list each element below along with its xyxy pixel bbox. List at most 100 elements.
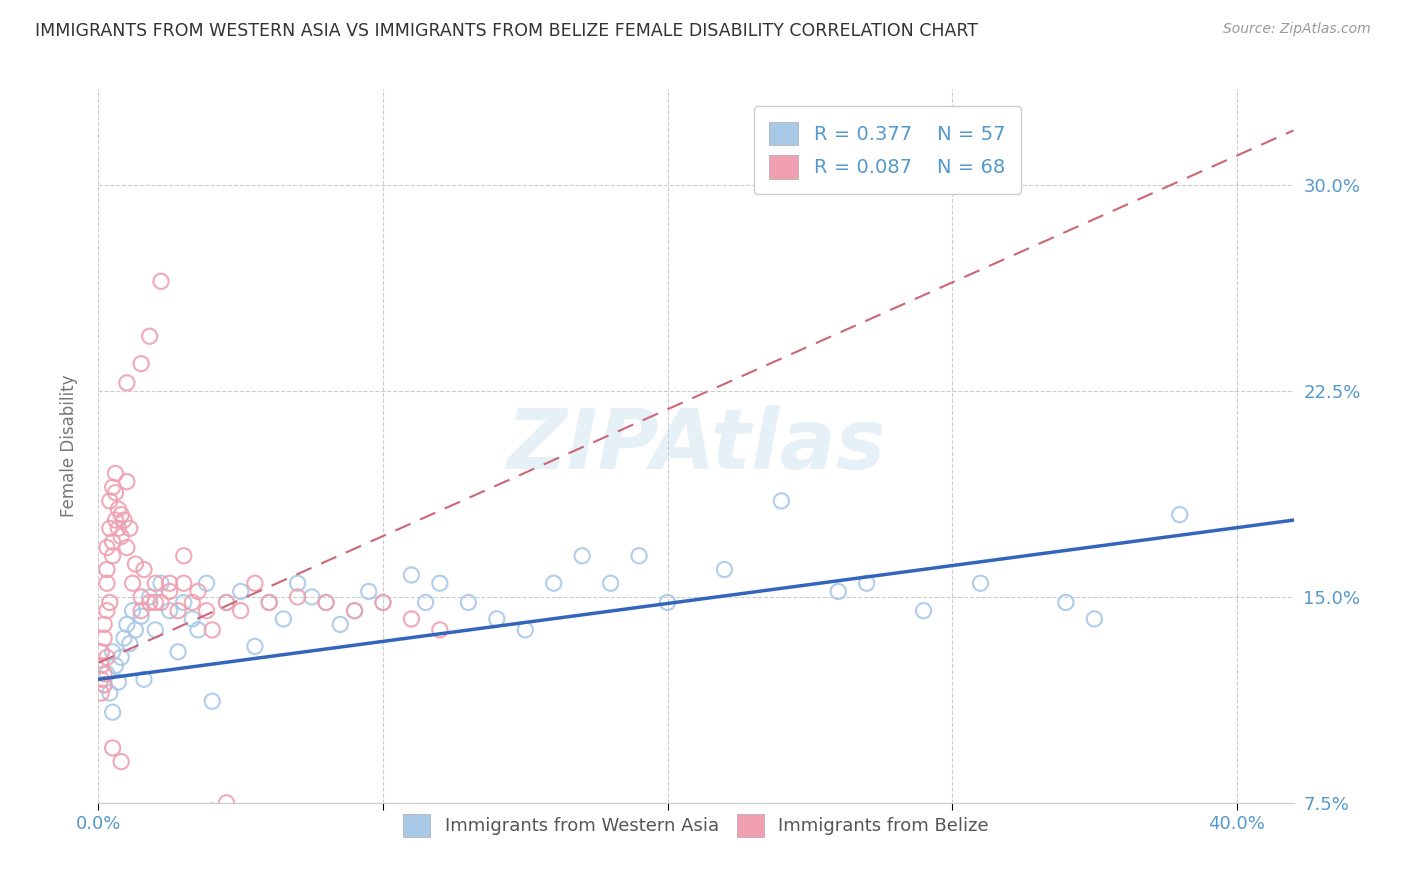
Point [107,675,129,690]
Point [173,549,195,563]
Point [93,678,115,692]
Point [628,549,651,563]
Point [104,658,127,673]
Point [138,329,160,343]
Point [173,595,195,609]
Point [181,612,204,626]
Point [98,494,121,508]
Point [96,666,118,681]
Point [101,549,124,563]
Point [657,595,679,609]
Point [121,576,143,591]
Point [167,604,190,618]
Point [124,557,146,571]
Point [90,645,112,659]
Point [713,562,735,576]
Point [110,508,132,522]
Point [257,595,280,609]
Point [827,584,849,599]
Point [115,376,138,390]
Point [93,631,115,645]
Point [112,631,135,645]
Text: Source: ZipAtlas.com: Source: ZipAtlas.com [1223,22,1371,37]
Point [287,590,309,604]
Point [124,623,146,637]
Point [138,590,160,604]
Text: ZIPAtlas: ZIPAtlas [506,406,886,486]
Point [187,623,209,637]
Text: IMMIGRANTS FROM WESTERN ASIA VS IMMIGRANTS FROM BELIZE FEMALE DISABILITY CORRELA: IMMIGRANTS FROM WESTERN ASIA VS IMMIGRAN… [35,22,979,40]
Point [201,694,224,708]
Point [257,595,280,609]
Point [159,576,181,591]
Point [129,590,152,604]
Point [315,595,337,609]
Point [96,576,118,591]
Point [115,617,138,632]
Point [429,623,451,637]
Point [167,645,190,659]
Point [159,584,181,599]
Point [90,673,112,687]
Point [112,513,135,527]
Point [118,637,141,651]
Point [187,815,209,830]
Point [315,595,337,609]
Point [187,584,209,599]
Point [343,604,366,618]
Point [287,576,309,591]
Legend: Immigrants from Western Asia, Immigrants from Belize: Immigrants from Western Asia, Immigrants… [396,807,995,844]
Point [98,686,121,700]
Point [115,541,138,555]
Point [121,604,143,618]
Point [243,640,266,654]
Point [93,678,115,692]
Point [104,467,127,481]
Point [96,650,118,665]
Point [215,595,238,609]
Point [201,804,224,818]
Point [201,623,224,637]
Point [129,357,152,371]
Point [599,576,621,591]
Point [143,595,166,609]
Point [1054,595,1077,609]
Point [912,604,935,618]
Point [371,595,394,609]
Point [101,705,124,719]
Point [215,595,238,609]
Point [129,604,152,618]
Point [1083,612,1105,626]
Point [770,494,793,508]
Point [118,521,141,535]
Point [96,562,118,576]
Point [101,740,124,755]
Point [150,274,173,288]
Point [143,576,166,591]
Point [121,815,143,830]
Point [129,609,152,624]
Point [93,666,115,681]
Point [115,475,138,489]
Point [571,549,593,563]
Point [457,595,479,609]
Point [93,617,115,632]
Point [229,584,252,599]
Point [195,604,218,618]
Point [90,658,112,673]
Point [150,595,173,609]
Point [107,521,129,535]
Point [110,650,132,665]
Point [195,576,218,591]
Point [159,604,181,618]
Point [855,576,877,591]
Point [401,568,423,582]
Point [98,521,121,535]
Point [543,576,565,591]
Point [969,576,991,591]
Point [96,604,118,618]
Point [401,612,423,626]
Point [101,480,124,494]
Point [173,576,195,591]
Point [343,604,366,618]
